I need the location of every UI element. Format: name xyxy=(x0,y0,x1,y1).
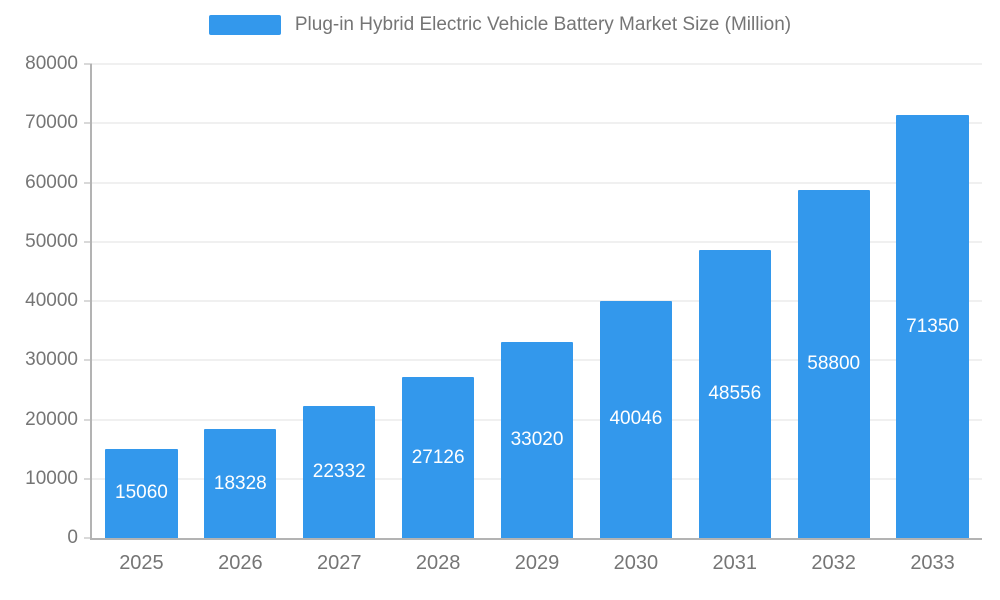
bar-value-label: 27126 xyxy=(411,446,465,468)
bar-slot: 27126 xyxy=(389,64,488,538)
legend[interactable]: Plug-in Hybrid Electric Vehicle Battery … xyxy=(0,14,1000,36)
x-tick-label: 2026 xyxy=(218,552,263,574)
gridline xyxy=(92,63,982,65)
bar-slot: 71350 xyxy=(883,64,982,538)
x-tick-label: 2029 xyxy=(514,552,560,574)
y-tick-mark xyxy=(84,122,92,124)
bar-slot: 48556 xyxy=(685,64,784,538)
x-tick-label: 2027 xyxy=(316,552,362,574)
y-tick-mark xyxy=(84,182,92,183)
bar-2030[interactable]: 40046 xyxy=(599,300,672,538)
y-tick-label: 70000 xyxy=(25,112,78,134)
y-tick-label: 50000 xyxy=(25,230,78,252)
y-tick-mark xyxy=(84,419,92,420)
y-tick-label: 30000 xyxy=(25,349,78,371)
y-tick-label: 10000 xyxy=(25,467,78,489)
y-tick-label: 80000 xyxy=(25,53,78,74)
gridline xyxy=(92,241,982,243)
bar-2026[interactable]: 18328 xyxy=(204,429,277,538)
y-tick-label: 40000 xyxy=(25,290,78,311)
bar-2028[interactable]: 27126 xyxy=(402,377,475,538)
y-tick-mark xyxy=(84,300,92,302)
bar-value-label: 40046 xyxy=(609,408,663,430)
x-tick-label: 2033 xyxy=(910,552,955,574)
x-tick-label: 2028 xyxy=(415,552,461,574)
bar-slot: 40046 xyxy=(586,64,685,538)
legend-swatch xyxy=(208,15,281,35)
x-tick-label: 2030 xyxy=(613,552,659,574)
bar-value-label: 48556 xyxy=(708,383,762,405)
bar-value-label: 58800 xyxy=(807,352,861,374)
bar-slot: 58800 xyxy=(784,64,883,538)
bars-layer: 15060 18328 22332 27126 33020 40046 48556 58800… xyxy=(92,64,982,538)
bar-slot: 22332 xyxy=(290,64,389,538)
x-axis: 2025 2026 2027 2028 2029 2030 2031 2032 2033 xyxy=(92,552,982,575)
y-tick-mark xyxy=(84,478,92,480)
bar-value-label: 71350 xyxy=(906,315,959,337)
y-tick-mark xyxy=(84,359,92,361)
bar-value-label: 33020 xyxy=(510,429,564,451)
plot-area: 0 10000 20000 30000 40000 50000 60000 70000 8000… xyxy=(25,53,982,574)
bar-slot: 15060 xyxy=(92,64,191,538)
bar-2033[interactable]: 71350 xyxy=(896,115,969,538)
x-tick-label: 2032 xyxy=(811,552,856,574)
gridline xyxy=(92,300,982,302)
x-tick-label: 2025 xyxy=(119,552,164,574)
bar-2029[interactable]: 33020 xyxy=(500,342,574,538)
y-tick-mark xyxy=(84,63,92,65)
y-tick-label: 60000 xyxy=(25,171,78,193)
bar-2027[interactable]: 22332 xyxy=(303,405,376,538)
bar-value-label: 18328 xyxy=(213,472,267,494)
bar-2032[interactable]: 58800 xyxy=(797,189,870,538)
y-tick-label: 20000 xyxy=(25,408,78,430)
legend-series-label: Plug-in Hybrid Electric Vehicle Battery … xyxy=(294,14,792,35)
y-tick-mark xyxy=(84,241,92,243)
bar-2031[interactable]: 48556 xyxy=(698,250,771,538)
bar-slot: 33020 xyxy=(488,64,587,538)
bar-value-label: 22332 xyxy=(312,460,366,482)
gridline xyxy=(92,182,982,183)
bar-2025[interactable]: 15060 xyxy=(105,448,178,538)
bar-value-label: 15060 xyxy=(115,482,168,504)
bar-slot: 18328 xyxy=(191,64,290,538)
gridline xyxy=(92,122,982,124)
y-tick-mark xyxy=(84,537,92,539)
x-tick-label: 2031 xyxy=(712,552,758,574)
y-tick-label: 0 xyxy=(67,527,78,548)
